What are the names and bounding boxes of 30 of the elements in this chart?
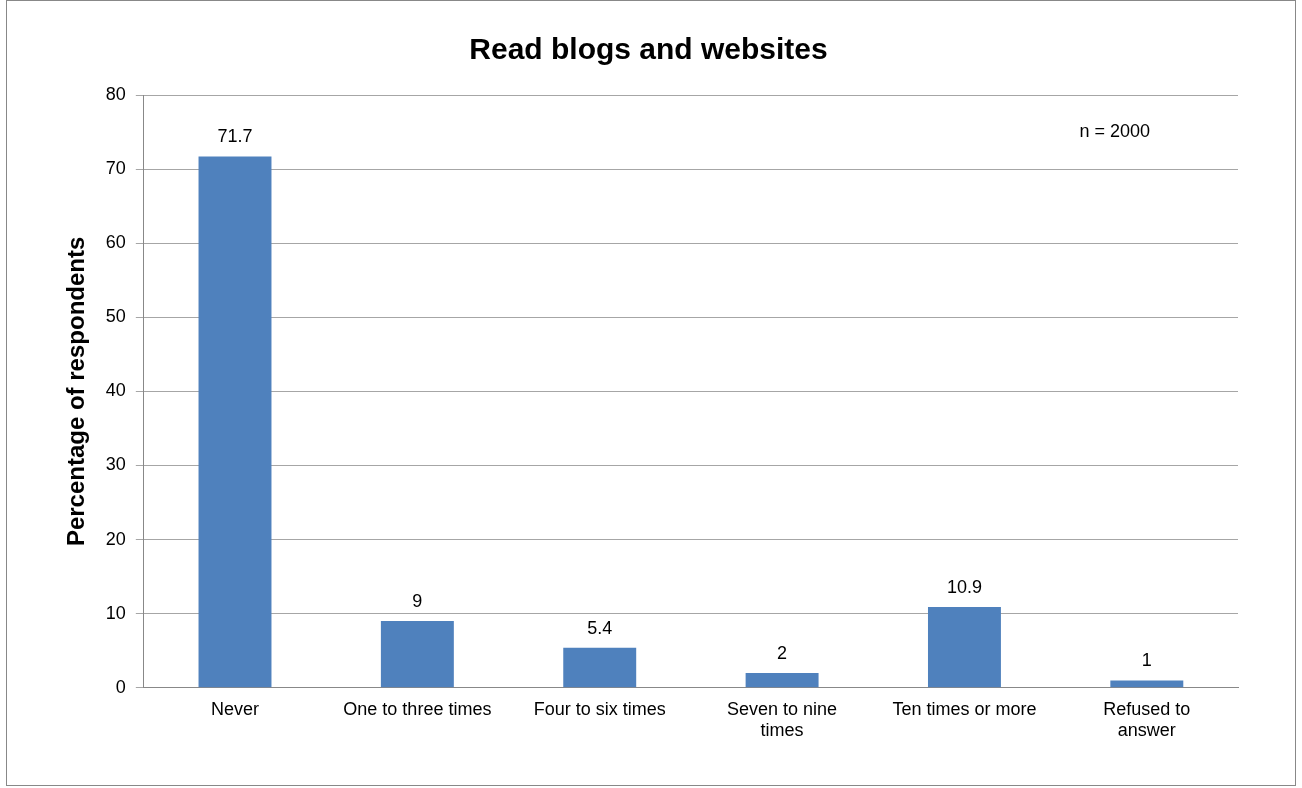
data-label: 2 xyxy=(777,642,788,663)
bar xyxy=(198,156,272,688)
chart-title: Read blogs and websites xyxy=(469,32,828,66)
data-label: 5.4 xyxy=(587,617,613,638)
y-tick-label: 50 xyxy=(105,306,126,327)
bar xyxy=(563,647,637,688)
y-tick-label: 0 xyxy=(115,676,126,697)
data-label: 10.9 xyxy=(946,577,982,597)
annotation: n = 2000 xyxy=(1079,120,1150,141)
x-tick-label: Never xyxy=(211,698,260,719)
y-tick-label: 40 xyxy=(105,380,126,401)
x-tick-label: Refused to answer xyxy=(1103,698,1191,741)
y-tick-label: 70 xyxy=(105,158,126,179)
x-tick-label: Ten times or more xyxy=(892,698,1037,719)
data-label: 1 xyxy=(1141,650,1152,671)
data-label: 9 xyxy=(412,591,423,612)
x-tick-label: One to three times xyxy=(343,698,492,719)
data-label: 71.7 xyxy=(217,126,253,147)
bar xyxy=(927,607,1001,688)
y-tick-label: 20 xyxy=(105,528,126,549)
bar xyxy=(745,672,819,688)
bar xyxy=(380,621,454,688)
x-tick-label: Seven to nine times xyxy=(727,698,838,741)
y-tick-label: 30 xyxy=(105,454,126,475)
bar xyxy=(1110,680,1184,688)
y-axis-title: Percentage of respondents xyxy=(62,236,90,547)
x-tick-label: Four to six times xyxy=(533,698,666,719)
y-tick-label: 80 xyxy=(105,83,126,104)
y-tick-label: 60 xyxy=(105,232,126,253)
y-tick-label: 10 xyxy=(105,602,126,623)
